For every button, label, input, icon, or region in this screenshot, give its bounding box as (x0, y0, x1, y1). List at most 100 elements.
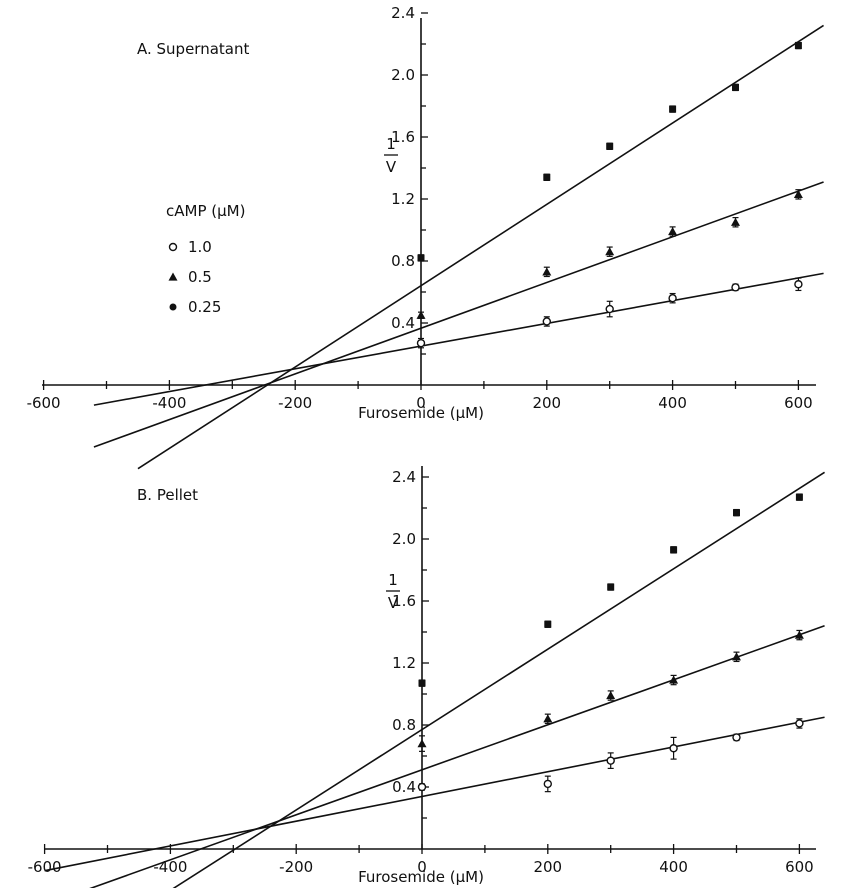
panel-b-data-point-0.25 (544, 620, 552, 628)
panel-b-data-point-0.5 (732, 652, 741, 661)
panel-b-data-point-0.5 (543, 714, 553, 723)
panel-b-x-tick-label: -400 (153, 858, 187, 876)
panel-a-data-point-0.25 (669, 105, 677, 113)
panel-b-y-ticks: 0.4 0.8 1.2 1.6 2.0 2.4 (392, 468, 429, 819)
panel-a-x-tick-label: 400 (658, 394, 687, 412)
panel-a-y-label-numerator: 1 (386, 135, 396, 153)
panel-a-y-tick-label: 0.8 (391, 252, 415, 270)
panel-b-data-point-0.25 (418, 679, 426, 687)
panel-b-x-tick-label: -600 (28, 858, 62, 876)
panel-a-data-point-0.25 (794, 42, 802, 50)
panel-a-y-label-denominator: V (386, 158, 397, 176)
legend-marker-1.0 (168, 242, 178, 252)
legend: cAMP (μM) 1.0 0.5 0.25 (166, 202, 245, 316)
panel-b-x-tick-label: 0 (417, 858, 427, 876)
legend-label-1.0: 1.0 (188, 238, 212, 256)
panel-a-y-ticks: 0.4 0.8 1.2 1.6 2.0 2.4 (391, 4, 428, 355)
panel-a-data-point-1.0 (731, 283, 740, 292)
panel-b-data-point-1.0 (669, 744, 678, 753)
panel-a-supernatant: -600 -400 -200 0 200 400 600 0.4 0.8 1.2 1.6 2.0 2.… (27, 4, 824, 470)
panel-a-data-point-1.0 (416, 338, 426, 348)
panel-b-data-point-0.5 (417, 739, 427, 748)
panel-b-y-tick-label: 0.4 (392, 778, 416, 796)
legend-label-0.5: 0.5 (188, 268, 212, 286)
panel-b-data-point-0.5 (669, 675, 679, 684)
panel-b-y-tick-label: 2.0 (392, 530, 416, 548)
panel-a-x-tick-label: 200 (532, 394, 561, 412)
panel-b-y-tick-label: 1.2 (392, 654, 416, 672)
panel-a-x-ticks: -600 -400 -200 0 200 400 600 (27, 380, 813, 412)
panel-a-fit-line-0.5 (93, 181, 824, 448)
panel-a-x-tick-label: 600 (784, 394, 813, 412)
panel-a-data-point-0.25 (732, 83, 739, 91)
panel-b-fit-line-1.0 (44, 716, 825, 872)
panel-a-data-point-0.25 (606, 142, 614, 150)
panel-a-data-point-1.0 (794, 280, 803, 289)
panel-b-data-point-1.0 (732, 733, 741, 742)
panel-a-x-tick-label: 0 (416, 394, 426, 412)
panel-a-fit-line-0.25 (137, 24, 824, 470)
panel-a-data-points (416, 41, 803, 349)
panel-b-axes (44, 466, 816, 850)
panel-b-data-point-0.25 (795, 493, 803, 501)
legend-title: cAMP (μM) (166, 202, 245, 220)
panel-a-y-tick-label: 1.2 (391, 190, 415, 208)
panel-b-data-point-0.25 (607, 583, 615, 591)
panel-b-y-label-denominator: V (388, 594, 399, 612)
panel-b-fit-line-0.5 (89, 625, 825, 888)
panel-a-x-tick-label: -400 (152, 394, 186, 412)
panel-b-y-label-numerator: 1 (388, 571, 398, 589)
panel-b-x-axis-label: Furosemide (μM) (358, 868, 484, 886)
panel-a-x-axis-label: Furosemide (μM) (358, 404, 484, 422)
panel-a-data-point-1.0 (542, 317, 551, 326)
panel-b-data-points (417, 493, 804, 793)
panel-a-y-axis-label: 1 V (384, 135, 398, 176)
panel-b-data-point-1.0 (417, 782, 427, 792)
panel-a-data-point-0.5 (731, 217, 740, 226)
legend-marker-0.25 (169, 303, 177, 311)
panel-b-y-tick-label: 2.4 (392, 468, 416, 486)
panel-a-y-tick-label: 2.4 (391, 4, 415, 22)
panel-b-fit-line-0.25 (172, 471, 825, 888)
panel-b-data-point-1.0 (543, 779, 552, 789)
panel-b-x-tick-label: -200 (279, 858, 313, 876)
panel-b-data-point-0.5 (794, 630, 804, 639)
panel-b-title: B. Pellet (137, 486, 198, 504)
panel-a-y-tick-label: 2.0 (391, 66, 415, 84)
panel-a-y-tick-label: 0.4 (391, 314, 415, 332)
panel-a-data-point-0.5 (416, 310, 426, 319)
panel-b-pellet: -600 -400 -200 0 200 400 600 0.4 0.8 1.2 1.6 2.0 2.… (28, 466, 825, 888)
panel-b-data-point-1.0 (606, 756, 615, 765)
panel-b-y-axis-label: 1 V (386, 571, 400, 612)
panel-b-data-point-0.25 (733, 509, 740, 517)
panel-b-x-ticks: -600 -400 -200 0 200 400 600 (28, 844, 814, 876)
panel-a-fit-lines (93, 24, 824, 470)
panel-a-data-point-0.25 (417, 254, 425, 262)
panel-b-data-point-0.5 (606, 691, 616, 700)
panel-a-data-point-0.25 (543, 173, 551, 181)
panel-a-data-point-0.5 (793, 189, 803, 198)
panel-b-x-tick-label: 600 (785, 858, 814, 876)
legend-entries: 1.0 0.5 0.25 (168, 238, 221, 316)
panel-a-y-tick-label: 1.6 (391, 128, 415, 146)
panel-b-data-point-0.25 (670, 546, 678, 554)
panel-a-data-point-0.5 (542, 267, 552, 276)
panel-a-data-point-1.0 (605, 304, 614, 314)
panel-b-y-tick-label: 0.8 (392, 716, 416, 734)
panel-a-title: A. Supernatant (137, 40, 249, 58)
panel-a-fit-line-1.0 (93, 272, 824, 406)
legend-label-0.25: 0.25 (188, 298, 221, 316)
panel-a-data-point-1.0 (668, 294, 677, 303)
panel-b-fit-lines (44, 471, 825, 888)
panel-b-data-point-1.0 (795, 719, 804, 728)
legend-marker-0.5 (168, 272, 178, 281)
panel-a-data-point-0.5 (605, 247, 615, 256)
panel-b-y-tick-label: 1.6 (392, 592, 416, 610)
panel-b-x-tick-label: 400 (659, 858, 688, 876)
panel-a-x-tick-label: -600 (27, 394, 61, 412)
panel-a-axes (42, 18, 816, 386)
panel-a-data-point-0.5 (668, 227, 678, 236)
panel-a-x-tick-label: -200 (278, 394, 312, 412)
panel-b-x-tick-label: 200 (533, 858, 562, 876)
